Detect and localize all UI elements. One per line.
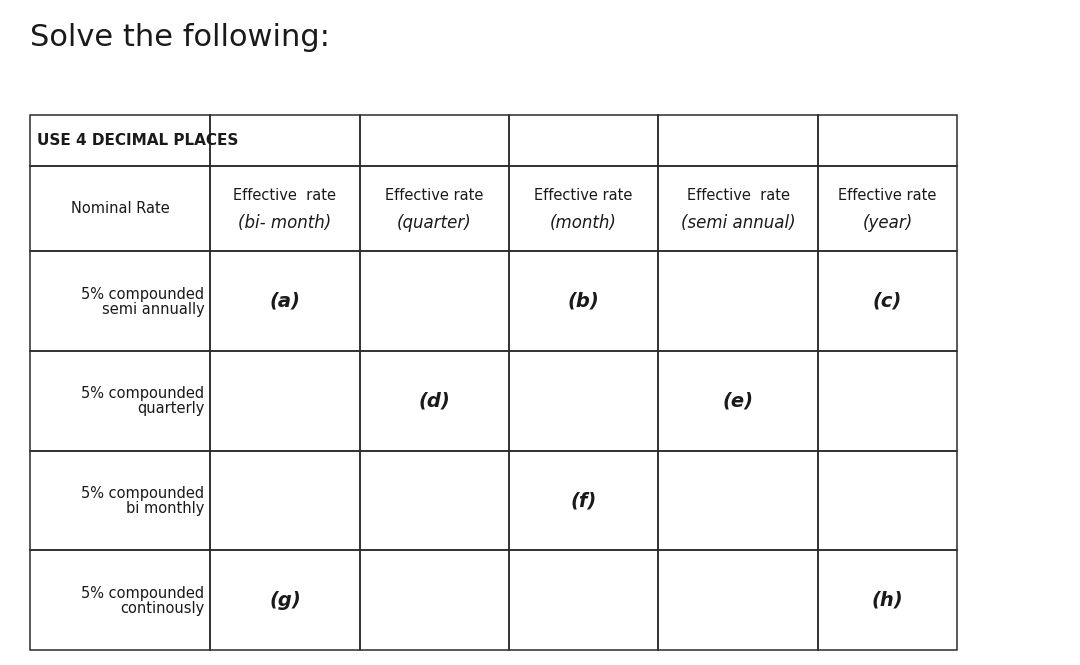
- Bar: [659, 351, 818, 451]
- Text: (g): (g): [269, 591, 301, 610]
- Bar: [30, 251, 211, 351]
- Bar: [360, 451, 509, 551]
- Bar: [30, 551, 211, 650]
- Text: (h): (h): [872, 591, 903, 610]
- Text: (year): (year): [862, 214, 913, 232]
- Text: 5% compounded: 5% compounded: [81, 486, 204, 501]
- Bar: [360, 115, 509, 166]
- Bar: [659, 251, 818, 351]
- Text: Effective rate: Effective rate: [838, 188, 936, 203]
- Text: (f): (f): [570, 491, 597, 510]
- Bar: [659, 451, 818, 551]
- Text: 5% compounded: 5% compounded: [81, 287, 204, 302]
- Bar: [659, 551, 818, 650]
- Bar: [211, 351, 360, 451]
- Bar: [30, 451, 211, 551]
- Bar: [509, 115, 659, 166]
- Bar: [818, 351, 957, 451]
- Text: USE 4 DECIMAL PLACES: USE 4 DECIMAL PLACES: [37, 133, 239, 148]
- Bar: [818, 166, 957, 251]
- Bar: [30, 351, 211, 451]
- Bar: [509, 451, 659, 551]
- Text: (e): (e): [723, 392, 754, 410]
- Bar: [211, 166, 360, 251]
- Text: (b): (b): [568, 292, 599, 311]
- Text: (bi- month): (bi- month): [239, 214, 332, 232]
- Bar: [509, 551, 659, 650]
- Bar: [30, 115, 211, 166]
- Text: Effective rate: Effective rate: [386, 188, 484, 203]
- Bar: [509, 251, 659, 351]
- Bar: [360, 251, 509, 351]
- Bar: [211, 451, 360, 551]
- Text: (d): (d): [418, 392, 450, 410]
- Bar: [211, 551, 360, 650]
- Bar: [360, 551, 509, 650]
- Bar: [509, 351, 659, 451]
- Bar: [818, 251, 957, 351]
- Text: continously: continously: [120, 600, 204, 616]
- Text: (month): (month): [550, 214, 617, 232]
- Bar: [211, 115, 360, 166]
- Bar: [30, 166, 211, 251]
- Text: Effective  rate: Effective rate: [233, 188, 337, 203]
- Bar: [818, 551, 957, 650]
- Bar: [211, 251, 360, 351]
- Bar: [818, 115, 957, 166]
- Text: (semi annual): (semi annual): [680, 214, 796, 232]
- Text: quarterly: quarterly: [137, 402, 204, 416]
- Bar: [659, 166, 818, 251]
- Text: Solve the following:: Solve the following:: [30, 23, 329, 53]
- Bar: [360, 166, 509, 251]
- Text: 5% compounded: 5% compounded: [81, 386, 204, 402]
- Text: (a): (a): [270, 292, 300, 311]
- Text: semi annually: semi annually: [102, 302, 204, 317]
- Text: Nominal Rate: Nominal Rate: [71, 201, 170, 216]
- Text: 5% compounded: 5% compounded: [81, 586, 204, 600]
- Bar: [360, 351, 509, 451]
- Bar: [818, 451, 957, 551]
- Bar: [509, 166, 659, 251]
- Text: Effective rate: Effective rate: [535, 188, 633, 203]
- Text: (c): (c): [873, 292, 902, 311]
- Text: Effective  rate: Effective rate: [687, 188, 789, 203]
- Text: bi monthly: bi monthly: [126, 501, 204, 516]
- Text: (quarter): (quarter): [397, 214, 472, 232]
- Bar: [659, 115, 818, 166]
